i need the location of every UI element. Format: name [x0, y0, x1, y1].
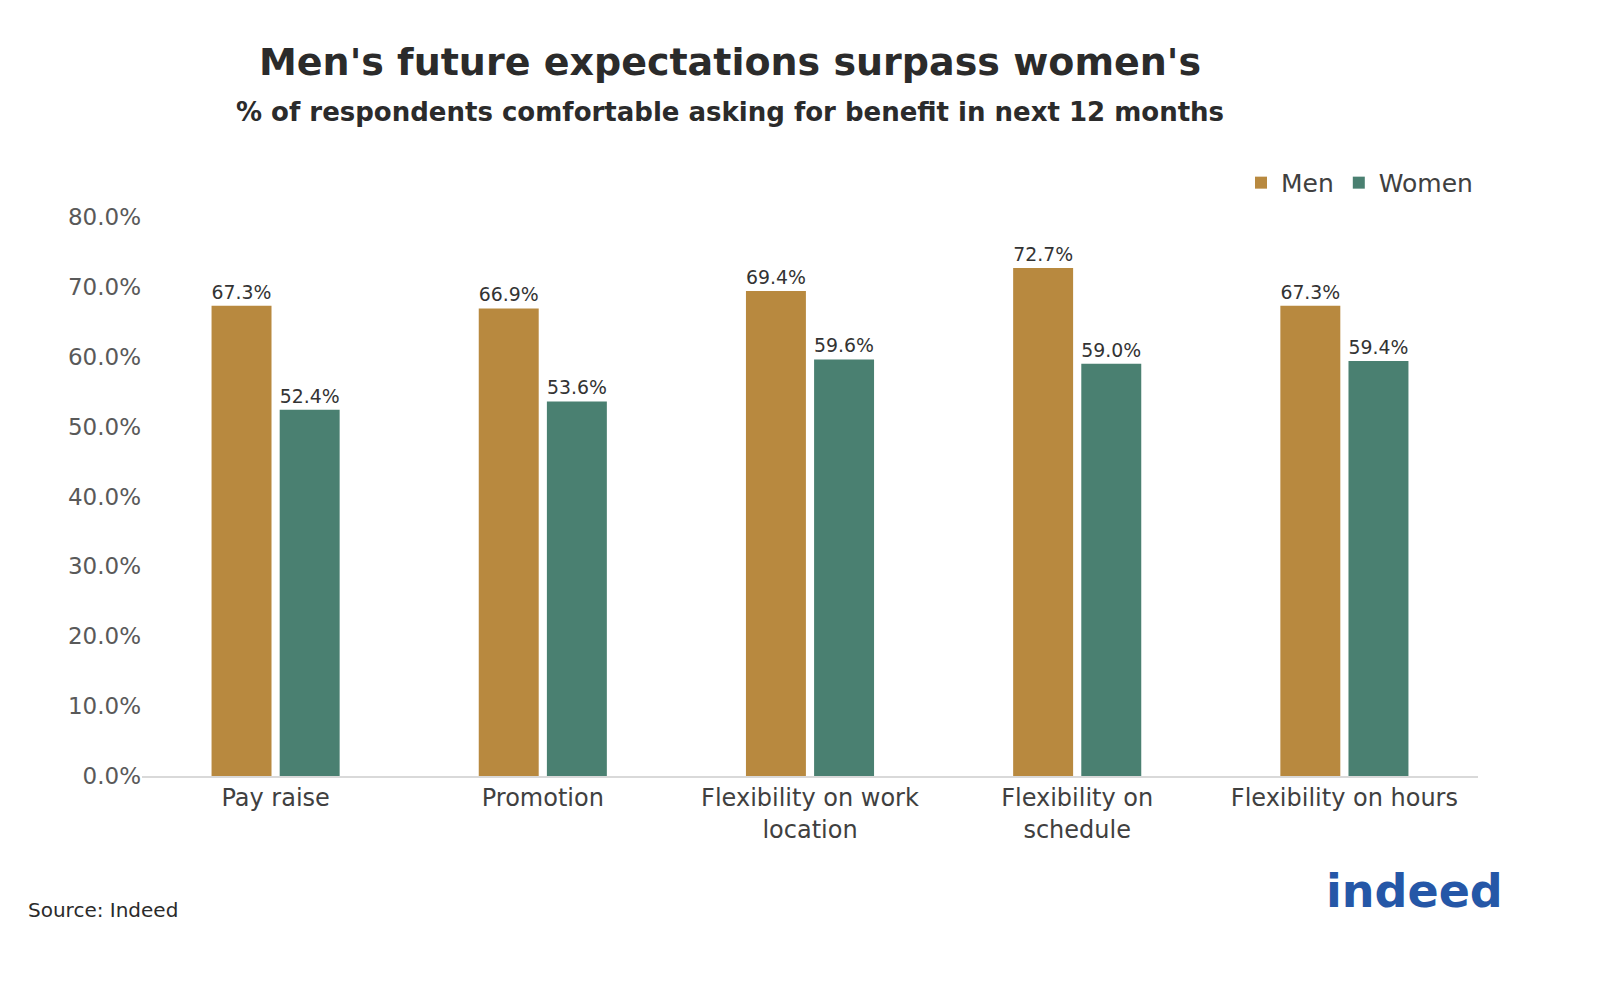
svg-text:Men: Men [1281, 169, 1334, 198]
svg-text:70.0%: 70.0% [68, 274, 141, 300]
svg-text:Men's future expectations surp: Men's future expectations surpass women'… [259, 40, 1201, 84]
svg-text:52.4%: 52.4% [280, 385, 340, 407]
svg-text:Flexibility on hours: Flexibility on hours [1231, 784, 1458, 812]
svg-text:53.6%: 53.6% [547, 376, 607, 398]
svg-text:69.4%: 69.4% [746, 266, 806, 288]
svg-text:10.0%: 10.0% [68, 693, 141, 719]
svg-text:Flexibility onschedule: Flexibility onschedule [1001, 784, 1153, 843]
svg-text:Women: Women [1379, 169, 1473, 198]
svg-text:Promotion: Promotion [482, 784, 604, 812]
svg-text:50.0%: 50.0% [68, 414, 141, 440]
svg-text:59.6%: 59.6% [814, 334, 874, 356]
svg-text:59.4%: 59.4% [1349, 336, 1409, 358]
svg-text:Pay raise: Pay raise [221, 784, 329, 812]
svg-text:% of respondents comfortable a: % of respondents comfortable asking for … [236, 97, 1224, 127]
svg-text:72.7%: 72.7% [1013, 243, 1073, 265]
svg-text:40.0%: 40.0% [68, 484, 141, 510]
svg-text:indeed: indeed [1326, 864, 1503, 918]
svg-text:66.9%: 66.9% [479, 283, 539, 305]
svg-text:Flexibility on worklocation: Flexibility on worklocation [701, 784, 919, 843]
svg-text:80.0%: 80.0% [68, 204, 141, 230]
svg-text:67.3%: 67.3% [212, 281, 272, 303]
svg-text:20.0%: 20.0% [68, 623, 141, 649]
svg-text:Source: Indeed: Source: Indeed [28, 898, 178, 922]
svg-text:30.0%: 30.0% [68, 553, 141, 579]
svg-text:60.0%: 60.0% [68, 344, 141, 370]
svg-text:59.0%: 59.0% [1081, 339, 1141, 361]
svg-text:67.3%: 67.3% [1280, 281, 1340, 303]
svg-text:0.0%: 0.0% [83, 763, 141, 789]
